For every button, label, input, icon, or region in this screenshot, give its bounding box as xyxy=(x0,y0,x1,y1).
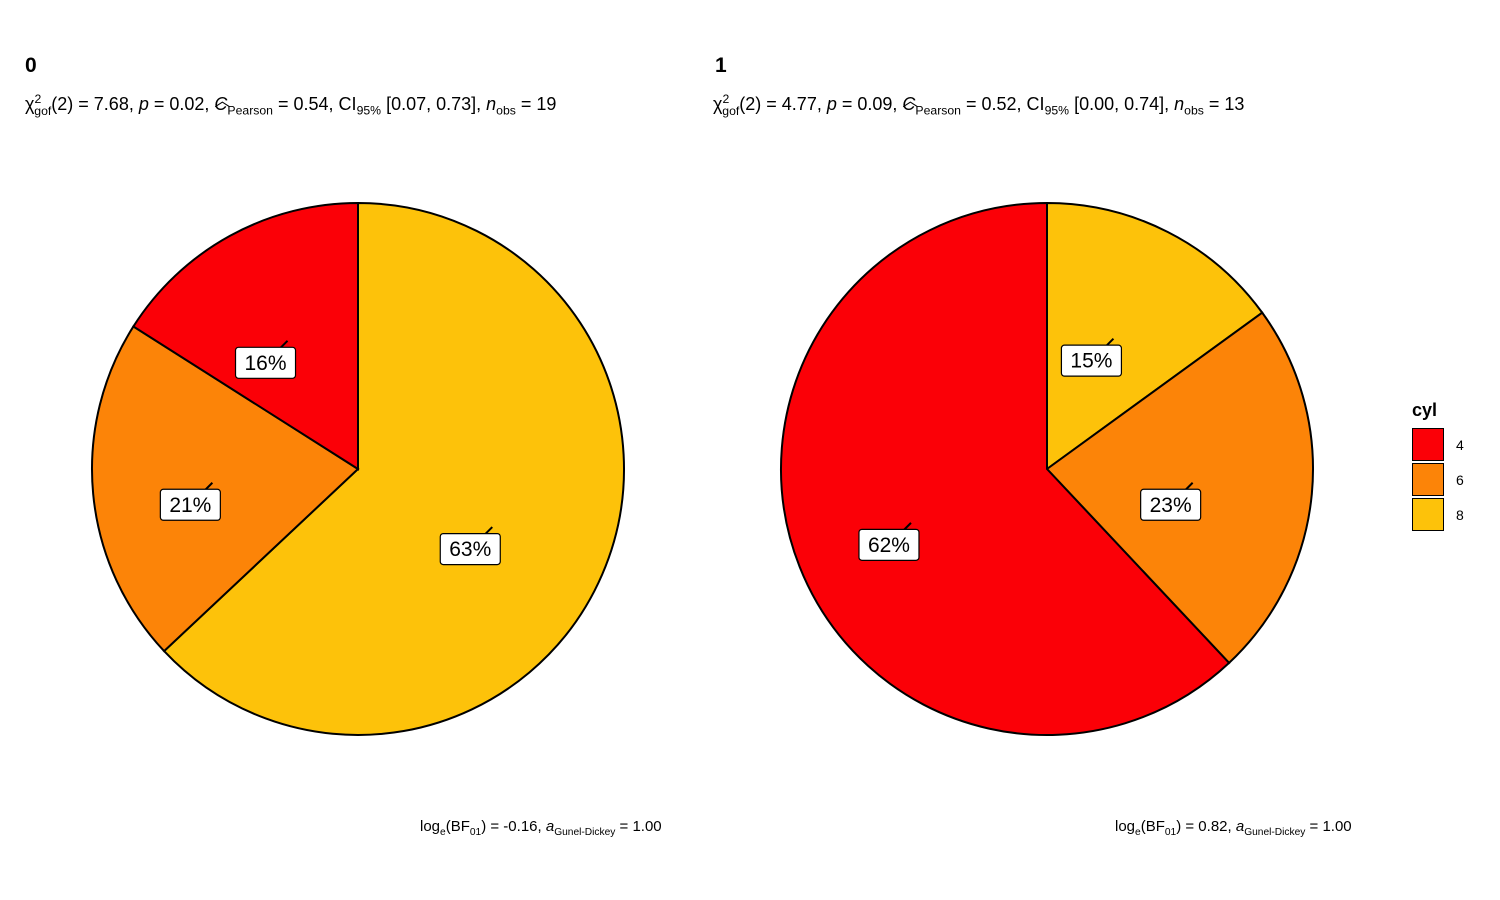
legend-key-4 xyxy=(1412,428,1444,461)
pie-slice-6 xyxy=(1045,311,1314,665)
facet-title: 0 xyxy=(25,54,37,77)
data-label-box xyxy=(234,346,297,379)
data-label-6: 21% xyxy=(169,494,211,517)
data-label-box xyxy=(439,533,501,566)
pie-slice-8 xyxy=(1046,201,1264,471)
legend-label: 4 xyxy=(1456,436,1464,453)
legend-label: 8 xyxy=(1456,506,1464,523)
data-label-box xyxy=(858,528,920,561)
facet-panel-0: 0 χ2gof(2) = 7.68, p = 0.02, ︿ CPearson =… xyxy=(0,0,700,900)
data-label-box xyxy=(1140,488,1202,521)
data-label-4: 62% xyxy=(868,534,910,557)
data-label-4: 16% xyxy=(245,352,287,375)
pie-slice-8 xyxy=(162,201,625,736)
legend-item-6: 6 xyxy=(1412,462,1464,497)
legend: cyl 4 6 8 xyxy=(1412,400,1464,532)
legend-label: 6 xyxy=(1456,471,1464,488)
chart-caption: loge(BF01) = -0.16, aGunel-Dickey = 1.00 xyxy=(420,818,662,838)
data-label-box xyxy=(1060,344,1123,377)
legend-title: cyl xyxy=(1412,400,1438,420)
pie-slice-6 xyxy=(91,325,360,653)
facet-title: 1 xyxy=(715,54,727,77)
pie-slice-4 xyxy=(132,201,359,471)
legend-item-4: 4 xyxy=(1412,427,1464,462)
legend-key-8 xyxy=(1412,498,1444,531)
legend-key-6 xyxy=(1412,463,1444,496)
facet-panel-1: 1 χ2gof(2) = 4.77, p = 0.09, ︿ CPearson =… xyxy=(690,0,1390,900)
chart-subtitle: χ2gof(2) = 4.77, p = 0.09, ︿ CPearson = 0… xyxy=(713,92,1245,118)
legend-item-8: 8 xyxy=(1412,497,1464,532)
data-label-6: 23% xyxy=(1150,494,1192,517)
pie-slice-4 xyxy=(780,201,1231,736)
data-label-8: 63% xyxy=(449,538,491,561)
data-label-8: 15% xyxy=(1070,350,1112,373)
data-label-box xyxy=(159,488,221,521)
chart-caption: loge(BF01) = 0.82, aGunel-Dickey = 1.00 xyxy=(1115,818,1352,838)
chart-subtitle: χ2gof(2) = 7.68, p = 0.02, ︿ CPearson = 0… xyxy=(25,92,557,118)
